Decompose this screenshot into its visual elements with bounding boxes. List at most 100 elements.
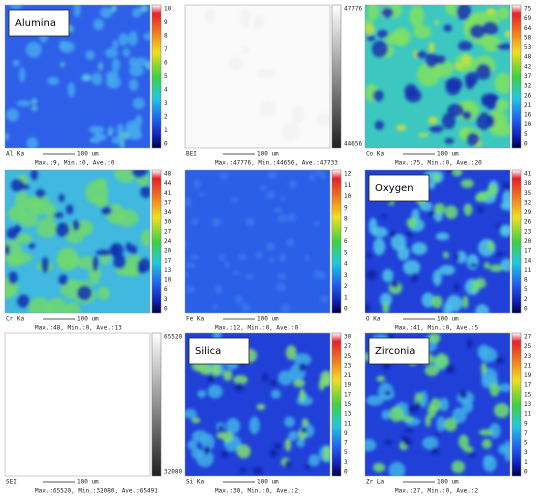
scale-bar-label: 100 um xyxy=(257,479,279,486)
scale-label: 8 xyxy=(524,277,528,284)
map-blob xyxy=(314,270,322,280)
map-blob xyxy=(273,443,283,450)
map-blob xyxy=(494,252,505,257)
map-blob xyxy=(240,45,249,55)
map-blob xyxy=(12,59,21,67)
stats: Max.:75, Min.:0, Ave.:20 xyxy=(395,160,482,167)
map-blob xyxy=(476,191,490,201)
scale-label: 29 xyxy=(524,209,532,216)
scale-bar-label: 100 um xyxy=(77,151,99,158)
map-blob xyxy=(76,285,92,301)
map-blob xyxy=(293,353,312,366)
map-blob xyxy=(218,424,224,433)
map-blob xyxy=(406,217,418,228)
map-blob xyxy=(196,449,214,468)
scale-label: 1 xyxy=(164,127,168,134)
scale-label: 37 xyxy=(164,199,172,206)
scale-label: 34 xyxy=(164,209,172,216)
stats: Max.:9, Min.:0, Ave.:0 xyxy=(35,160,115,167)
scale-label: 11 xyxy=(524,411,532,418)
scale-label: 8 xyxy=(344,216,348,223)
map-blob xyxy=(457,40,473,51)
map-blob xyxy=(30,170,39,181)
scale-label: 32 xyxy=(524,83,532,90)
scale-label: 58 xyxy=(524,34,532,41)
label: Oxygen xyxy=(375,183,414,194)
map-blob xyxy=(428,210,435,217)
scale-label: 25 xyxy=(344,353,352,360)
map-blob xyxy=(221,450,229,458)
map-blob xyxy=(390,281,400,288)
scale-bar-label: 100 um xyxy=(257,316,279,323)
label: Silica xyxy=(195,346,221,357)
map-blob xyxy=(255,251,264,259)
map-blob xyxy=(64,301,81,313)
map-blob xyxy=(376,29,389,39)
map-blob xyxy=(464,71,479,86)
map-blob xyxy=(395,124,407,131)
map-blob xyxy=(111,58,121,72)
color-bar xyxy=(331,332,342,477)
map-frame xyxy=(364,4,511,149)
map-blob xyxy=(280,303,290,313)
map-blob xyxy=(58,40,69,51)
scale-label: 17 xyxy=(524,382,532,389)
map-blob xyxy=(211,217,222,226)
scale-label: 41 xyxy=(524,171,532,178)
map-blob xyxy=(382,301,390,313)
map-blob xyxy=(458,434,469,449)
scale-label: 44 xyxy=(164,180,172,187)
map-blob xyxy=(371,40,389,58)
map-blob xyxy=(114,170,138,183)
map-blob xyxy=(309,173,315,181)
scale-label: 12 xyxy=(344,171,352,178)
scale-label: 35 xyxy=(524,190,532,197)
map-blob xyxy=(392,27,411,47)
map-frame xyxy=(184,169,331,314)
map-blob xyxy=(451,460,465,474)
map-blob xyxy=(58,193,65,203)
map-blob xyxy=(134,57,148,66)
map-blob xyxy=(107,131,113,136)
scale-label: 23 xyxy=(524,353,532,360)
map-blob xyxy=(5,244,11,256)
map-blob xyxy=(10,179,25,192)
scale-label: 10 xyxy=(164,277,172,284)
map-blob xyxy=(8,271,18,285)
map-blob xyxy=(284,460,292,468)
element-name: SEI xyxy=(6,479,17,486)
map-blob xyxy=(431,59,454,78)
map-blob xyxy=(46,297,68,313)
map-texture xyxy=(5,170,150,313)
map-blob xyxy=(137,258,150,273)
scale-label: 65520 xyxy=(164,334,182,341)
scale-bar-label: 100 um xyxy=(437,316,459,323)
map-blob xyxy=(128,31,138,47)
scale-label: 5 xyxy=(344,449,348,456)
map-blob xyxy=(281,121,300,142)
map-blob xyxy=(288,430,299,441)
map-blob xyxy=(101,206,112,216)
map-blob xyxy=(287,213,297,222)
map-blob xyxy=(64,222,86,244)
scale-label: 32080 xyxy=(164,469,182,476)
map-blob xyxy=(36,218,58,238)
scale-label: 7 xyxy=(344,440,348,447)
map-blob xyxy=(31,105,38,112)
map-blob xyxy=(296,438,305,448)
map-blob xyxy=(128,78,139,92)
map-blob xyxy=(421,292,435,308)
map-blob xyxy=(444,364,455,374)
map-blob xyxy=(237,254,247,261)
scale-label: 5 xyxy=(164,73,168,80)
scale-label: 15 xyxy=(524,391,532,398)
map-blob xyxy=(318,379,325,391)
map-blob xyxy=(140,185,150,199)
map-blob xyxy=(481,438,492,449)
map-blob xyxy=(119,139,125,148)
stats: Max.:12, Min.:0, Ave.:0 xyxy=(215,325,298,332)
map-blob xyxy=(498,383,510,393)
map-texture xyxy=(365,170,510,313)
color-bar xyxy=(511,169,522,314)
